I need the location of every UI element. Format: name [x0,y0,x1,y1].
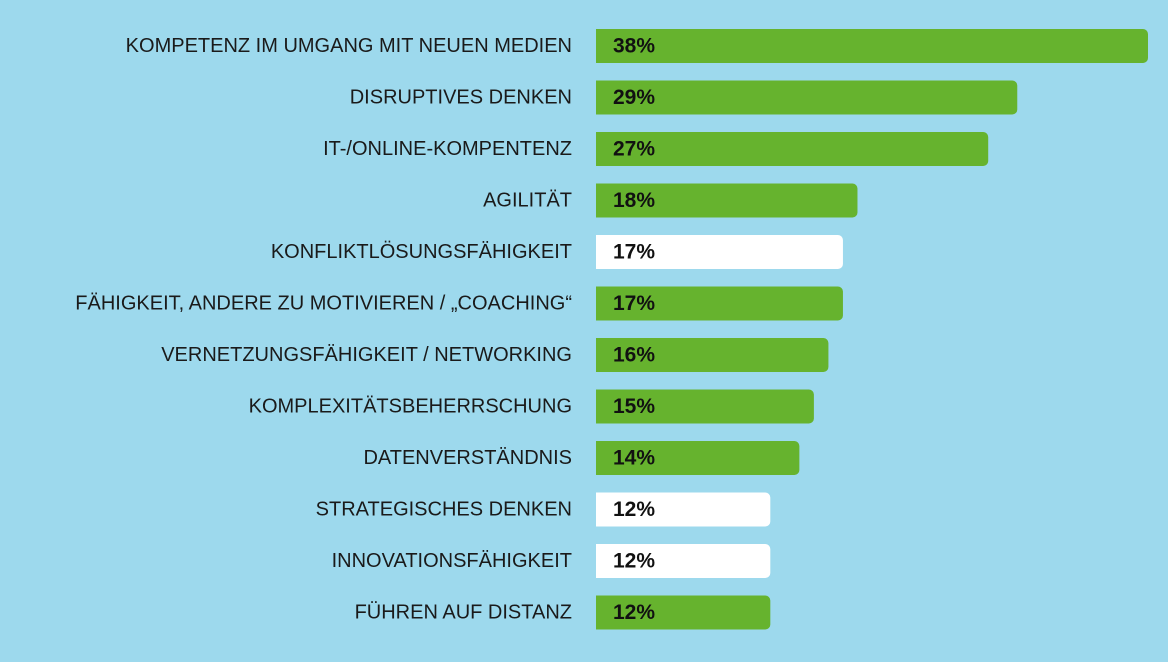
bar [596,132,989,166]
bar [596,338,829,372]
category-label: KOMPLEXITÄTSBEHERRSCHUNG [249,396,572,418]
category-label: FÄHIGKEIT, ANDERE ZU MOTIVIEREN / „COACH… [75,293,572,315]
bar-row: IT-/ONLINE-KOMPENTENZ 27% [323,132,989,166]
category-label: INNOVATIONSFÄHIGKEIT [332,550,572,572]
category-label: KOMPETENZ IM UMGANG MIT NEUEN MEDIEN [126,35,572,57]
category-label: DATENVERSTÄNDNIS [363,447,572,469]
category-label: AGILITÄT [483,190,572,212]
bar-left-edge [596,441,604,475]
bar-row: STRATEGISCHES DENKEN 12% [316,492,771,527]
bar [596,389,814,424]
value-label: 18% [613,189,655,212]
value-label: 17% [613,241,655,264]
category-label: STRATEGISCHES DENKEN [316,499,572,521]
value-label: 27% [613,138,655,161]
value-label: 12% [613,550,655,573]
bar-left-edge [596,183,604,218]
bar-left-edge [596,235,604,269]
bar-row: KONFLIKTLÖSUNGSFÄHIGKEIT 17% [271,235,843,269]
bar-row: KOMPLEXITÄTSBEHERRSCHUNG 15% [249,389,814,424]
value-label: 15% [613,395,655,418]
category-label: DISRUPTIVES DENKEN [350,87,572,109]
bar [596,544,771,578]
bar-left-edge [596,595,604,630]
value-label: 38% [613,35,655,58]
bar-row: KOMPETENZ IM UMGANG MIT NEUEN MEDIEN 38% [126,29,1148,63]
category-label: IT-/ONLINE-KOMPENTENZ [323,138,572,160]
bar-left-edge [596,338,604,372]
bar-left-edge [596,80,604,115]
value-label: 12% [613,601,655,624]
bar [596,441,800,475]
bar-row: INNOVATIONSFÄHIGKEIT 12% [332,544,771,578]
bar [596,492,771,527]
value-label: 29% [613,86,655,109]
bar [596,595,771,630]
value-label: 16% [613,344,655,367]
bar-left-edge [596,286,604,321]
bar-left-edge [596,492,604,527]
bar-row: FÄHIGKEIT, ANDERE ZU MOTIVIEREN / „COACH… [75,286,843,321]
category-label: KONFLIKTLÖSUNGSFÄHIGKEIT [271,241,572,263]
bar-left-edge [596,29,604,63]
bars-layer: KOMPETENZ IM UMGANG MIT NEUEN MEDIEN 38% D… [75,29,1148,630]
bar [596,286,843,321]
bar [596,183,858,218]
value-label: 17% [613,292,655,315]
bar-row: VERNETZUNGSFÄHIGKEIT / NETWORKING 16% [161,338,829,372]
bar-left-edge [596,389,604,424]
bar-row: FÜHREN AUF DISTANZ 12% [355,595,771,630]
bar-left-edge [596,544,604,578]
bar-row: DATENVERSTÄNDNIS 14% [363,441,800,475]
value-label: 14% [613,447,655,470]
bar [596,235,843,269]
bar-row: DISRUPTIVES DENKEN 29% [350,80,1018,115]
category-label: FÜHREN AUF DISTANZ [355,602,572,624]
value-label: 12% [613,498,655,521]
category-label: VERNETZUNGSFÄHIGKEIT / NETWORKING [161,344,572,366]
bar [596,29,1148,63]
bar-left-edge [596,132,604,166]
bar [596,80,1018,115]
bar-row: AGILITÄT 18% [483,183,858,218]
